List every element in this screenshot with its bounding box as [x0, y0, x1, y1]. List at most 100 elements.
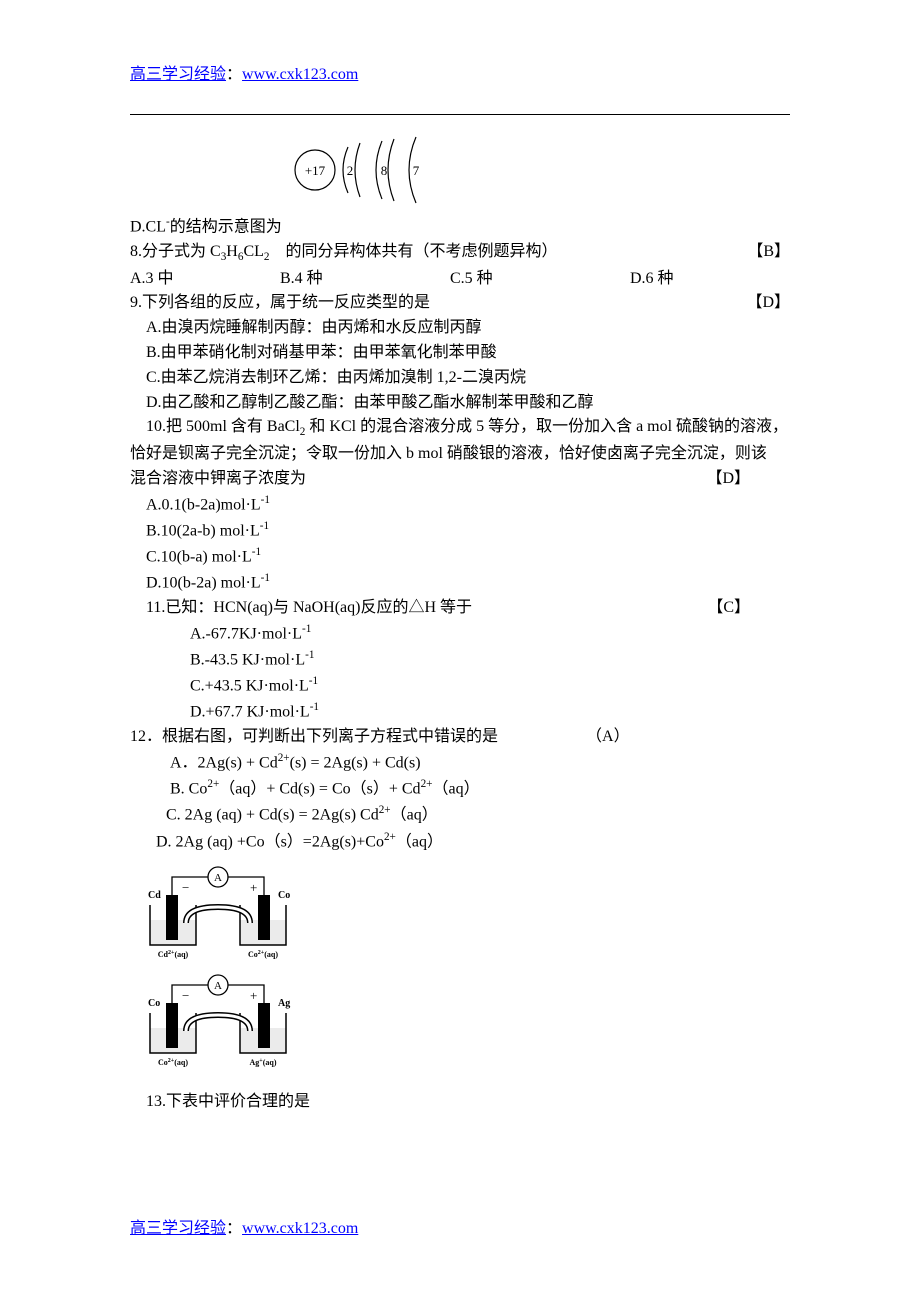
q12-opt-b-b: （aq）+ Cd(s) = Co（s）+ Cd [219, 781, 420, 798]
q11-opt-b-sup: -1 [305, 649, 314, 661]
q10-opt-d: D.10(b-2a) mol·L-1 [146, 570, 790, 596]
footer-label-link[interactable]: 高三学习经验 [130, 1220, 226, 1237]
q8-text-a: 8.分子式为 C [130, 243, 221, 260]
q8-text-d: 的同分异构体共有（不考虑例题异构） [269, 243, 557, 260]
q9-opt-c: C.由苯乙烷消去制环乙烯：由丙烯加溴制 1,2-二溴丙烷 [146, 366, 790, 391]
header-colon: ： [226, 66, 242, 83]
top-left-electrode: Cd [148, 890, 161, 901]
q9-opt-b: B.由甲苯硝化制对硝基甲苯：由甲苯氧化制苯甲酸 [146, 341, 790, 366]
q11-opt-a-sup: -1 [302, 623, 311, 635]
atom-shell-3: 7 [413, 163, 420, 178]
q10-opt-a: A.0.1(b-2a)mol·L-1 [146, 492, 790, 518]
q10-opt-d-text: D.10(b-2a) mol·L [146, 574, 261, 591]
q8-stem-row: 8.分子式为 C3H6CL2 的同分异构体共有（不考虑例题异构） 【B】 [130, 240, 790, 267]
q11-opt-d: D.+67.7 KJ·mol·L-1 [190, 699, 790, 725]
bottom-minus: − [182, 988, 189, 1003]
q12-opt-c-a: C. 2Ag (aq) + Cd(s) = 2Ag(s) Cd [166, 807, 379, 824]
q10-opt-b: B.10(2a-b) mol·L-1 [146, 518, 790, 544]
q10-line1: 10.把 500ml 含有 BaCl2 和 KCl 的混合溶液分成 5 等分，取… [146, 415, 790, 442]
q10-opt-c: C.10(b-a) mol·L-1 [146, 544, 790, 570]
electrochemistry-diagram: A Cd Co − + [138, 865, 790, 1080]
q11-opt-c-text: C.+43.5 KJ·mol·L [190, 677, 309, 694]
q11-opt-d-text: D.+67.7 KJ·mol·L [190, 704, 310, 721]
header-divider [130, 114, 790, 115]
top-minus: − [182, 880, 189, 895]
top-plus: + [250, 880, 257, 895]
q11-opt-a-text: A.-67.7KJ·mol·L [190, 625, 302, 642]
bottom-right-sol: Ag+(aq) [250, 1058, 277, 1067]
q11-opt-c-sup: -1 [309, 675, 318, 687]
bottom-left-sol: Co2+(aq) [158, 1058, 188, 1067]
q12-stem-row: 12．根据右图，可判断出下列离子方程式中错误的是 （A） [130, 725, 790, 750]
q9-stem-row: 9.下列各组的反应，属于统一反应类型的是 【D】 [130, 291, 790, 316]
q12-opt-a-sup: 2+ [278, 752, 290, 764]
q10-opt-a-sup: -1 [261, 494, 270, 506]
q12-opt-a-b: (s) = 2Ag(s) + Cd(s) [290, 755, 421, 772]
footer-url-link[interactable]: www.cxk123.com [242, 1220, 358, 1237]
atom-shell-2: 8 [381, 163, 388, 178]
q8-text-c: CL [243, 243, 263, 260]
q10-line3: 混合溶液中钾离子浓度为 [130, 467, 306, 492]
q7d-suffix: 的结构示意图为 [170, 218, 282, 235]
q12-opt-d-b: （aq） [396, 833, 443, 850]
q8-text-b: H [226, 243, 238, 260]
q8-stem: 8.分子式为 C3H6CL2 的同分异构体共有（不考虑例题异构） [130, 240, 558, 267]
q10-opt-b-sup: -1 [260, 520, 269, 532]
q12-opt-d-sup: 2+ [384, 831, 396, 843]
bottom-plus: + [250, 988, 257, 1003]
q10-answer: 【D】 [706, 467, 750, 492]
q12-opt-a-a: A．2Ag(s) + Cd [170, 755, 278, 772]
footer-colon: ： [226, 1220, 242, 1237]
q10-opt-c-text: C.10(b-a) mol·L [146, 548, 252, 565]
ammeter-top: A [214, 872, 222, 884]
q12-opt-d: D. 2Ag (aq) +Co（s）=2Ag(s)+Co2+（aq） [156, 829, 790, 855]
q10-opt-b-text: B.10(2a-b) mol·L [146, 522, 260, 539]
q12-opt-a: A．2Ag(s) + Cd2+(s) = 2Ag(s) + Cd(s) [170, 750, 790, 776]
q11-answer: 【C】 [707, 596, 750, 621]
q10-opt-c-sup: -1 [252, 546, 261, 558]
ammeter-bottom: A [214, 980, 222, 992]
q8-answer: 【B】 [747, 240, 790, 267]
q10-opt-a-text: A.0.1(b-2a)mol·L [146, 496, 261, 513]
header-url-link[interactable]: www.cxk123.com [242, 66, 358, 83]
q13-stem: 13.下表中评价合理的是 [146, 1090, 790, 1115]
atom-center-text: +17 [305, 163, 326, 178]
q12-opt-b-a: B. Co [170, 781, 207, 798]
q12-opt-b-sup2: 2+ [421, 778, 433, 790]
q12-answer: （A） [586, 728, 630, 745]
q7-option-d: D.CL-的结构示意图为 [130, 214, 790, 240]
header-label-link[interactable]: 高三学习经验 [130, 66, 226, 83]
q8-opt-c: C.5 种 [450, 267, 630, 292]
q11-opt-c: C.+43.5 KJ·mol·L-1 [190, 673, 790, 699]
q9-answer: 【D】 [746, 291, 790, 316]
q10-line3-row: 混合溶液中钾离子浓度为 【D】 [130, 467, 790, 492]
q9-opt-a: A.由溴丙烷睡解制丙醇：由丙烯和水反应制丙醇 [146, 316, 790, 341]
q11-opt-b: B.-43.5 KJ·mol·L-1 [190, 647, 790, 673]
q10-line1a: 10.把 500ml 含有 BaCl [146, 418, 300, 435]
q8-options: A.3 中 B.4 种 C.5 种 D.6 种 [130, 267, 790, 292]
q8-opt-b: B.4 种 [280, 267, 450, 292]
q12-opt-b: B. Co2+（aq）+ Cd(s) = Co（s）+ Cd2+（aq） [170, 776, 790, 802]
q11-opt-b-text: B.-43.5 KJ·mol·L [190, 651, 305, 668]
top-left-sol: Cd2+(aq) [158, 950, 189, 959]
top-right-sol: Co2+(aq) [248, 950, 278, 959]
q12-opt-d-a: D. 2Ag (aq) +Co（s）=2Ag(s)+Co [156, 833, 384, 850]
bottom-left-electrode: Co [148, 998, 160, 1009]
q11-stem-row: 11.已知：HCN(aq)与 NaOH(aq)反应的△H 等于 【C】 [146, 596, 790, 621]
top-right-electrode: Co [278, 890, 290, 901]
q12-opt-c-b: （aq） [391, 807, 438, 824]
q12-opt-b-sup1: 2+ [207, 778, 219, 790]
q10-opt-d-sup: -1 [261, 572, 270, 584]
q11-opt-d-sup: -1 [310, 701, 319, 713]
q10-line2: 恰好是钡离子完全沉淀；令取一份加入 b mol 硝酸银的溶液，恰好使卤离子完全沉… [130, 442, 790, 467]
atom-shell-1: 2 [347, 163, 354, 178]
q11-stem: 11.已知：HCN(aq)与 NaOH(aq)反应的△H 等于 [146, 596, 472, 621]
q9-stem: 9.下列各组的反应，属于统一反应类型的是 [130, 291, 430, 316]
atom-structure-diagram: +17 2 8 7 [290, 135, 790, 210]
bottom-right-electrode: Ag [278, 998, 290, 1009]
q12-opt-b-c: （aq） [432, 781, 479, 798]
q10-line1b: 和 KCl 的混合溶液分成 5 等分，取一份加入含 a mol 硫酸钠的溶液， [309, 418, 788, 435]
q11-opt-a: A.-67.7KJ·mol·L-1 [190, 621, 790, 647]
q12-stem: 12．根据右图，可判断出下列离子方程式中错误的是 [130, 728, 498, 745]
q8-opt-a: A.3 中 [130, 267, 280, 292]
